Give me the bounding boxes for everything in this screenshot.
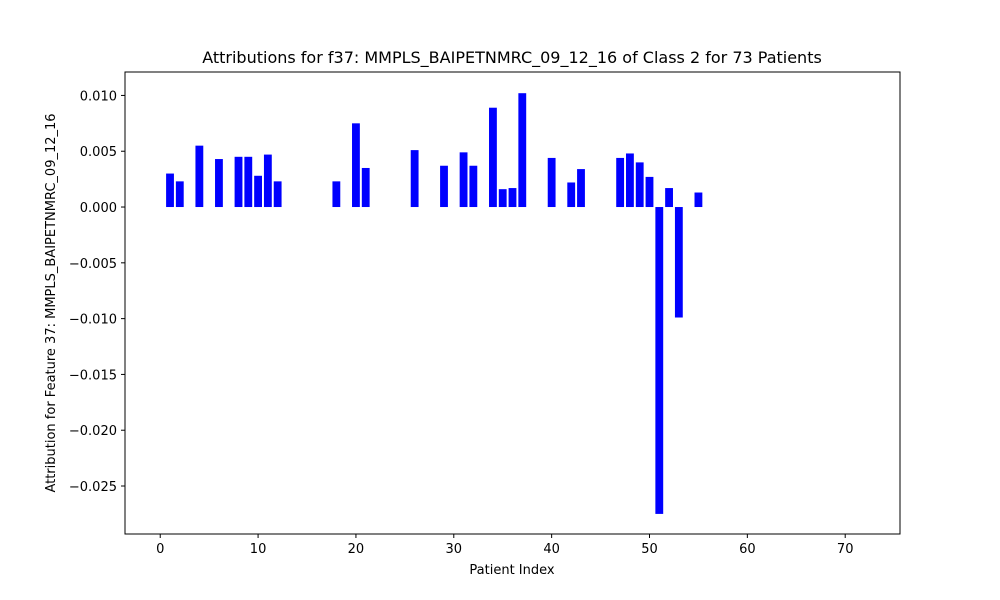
y-axis-label: Attribution for Feature 37: MMPLS_BAIPET… [44,113,59,492]
bar-patient-49 [635,162,644,208]
y-tick-label: −0.005 [69,257,117,272]
x-tick-label: 30 [446,542,463,557]
bar-patient-32 [469,165,478,208]
x-tick-label: 70 [837,542,854,557]
bar-patient-53 [674,207,683,318]
bar-patient-18 [332,181,341,208]
y-tick-label: −0.025 [69,480,117,495]
x-tick-label: 50 [641,542,658,557]
x-tick-label: 20 [348,542,365,557]
bar-patient-55 [694,192,703,208]
y-tick-label: −0.015 [69,368,117,383]
plot-frame [124,71,901,535]
bar-patient-11 [263,154,272,208]
y-tick-label: 0.010 [80,89,117,104]
bar-patient-26 [410,150,419,208]
y-tick-label: −0.020 [69,424,117,439]
bar-patient-10 [254,175,262,208]
bar-patient-37 [518,93,527,208]
bar-patient-48 [626,153,634,208]
bar-patient-50 [645,176,654,208]
bar-patient-2 [175,181,184,208]
bar-patient-12 [273,181,282,208]
bar-patient-1 [166,173,174,208]
chart-title: Attributions for f37: MMPLS_BAIPETNMRC_0… [202,48,822,68]
x-tick-label: 0 [156,542,164,557]
bar-patient-40 [547,157,556,208]
bar-patient-8 [234,156,243,208]
x-axis-label: Patient Index [469,563,554,578]
bar-patient-29 [440,165,448,208]
bar-patient-20 [352,123,360,208]
bar-patient-47 [616,157,625,208]
y-tick-label: 0.000 [80,201,117,216]
x-axis: 0 10 20 30 40 50 60 70 [156,534,853,557]
bar-patient-6 [215,159,223,208]
x-tick-label: 10 [250,542,267,557]
bar-patient-51 [655,207,664,514]
bar-patient-36 [508,188,517,208]
bar-patient-52 [665,188,673,208]
bar-patient-34 [489,107,497,208]
x-tick-label: 60 [739,542,756,557]
y-axis: 0.010 0.005 0.000 −0.005 −0.010 −0.015 −0.020 −… [69,89,125,495]
bar-patient-35 [498,189,507,208]
bar-patient-4 [195,145,204,208]
bar-patient-9 [244,156,253,208]
bar-patient-42 [567,182,576,208]
x-tick-label: 40 [543,542,560,557]
y-tick-label: −0.010 [69,313,117,328]
y-tick-label: 0.005 [80,145,117,160]
bar-patient-43 [577,169,585,208]
bar-patient-31 [459,152,468,208]
bar-patient-21 [361,167,370,208]
bars-group [166,93,703,514]
